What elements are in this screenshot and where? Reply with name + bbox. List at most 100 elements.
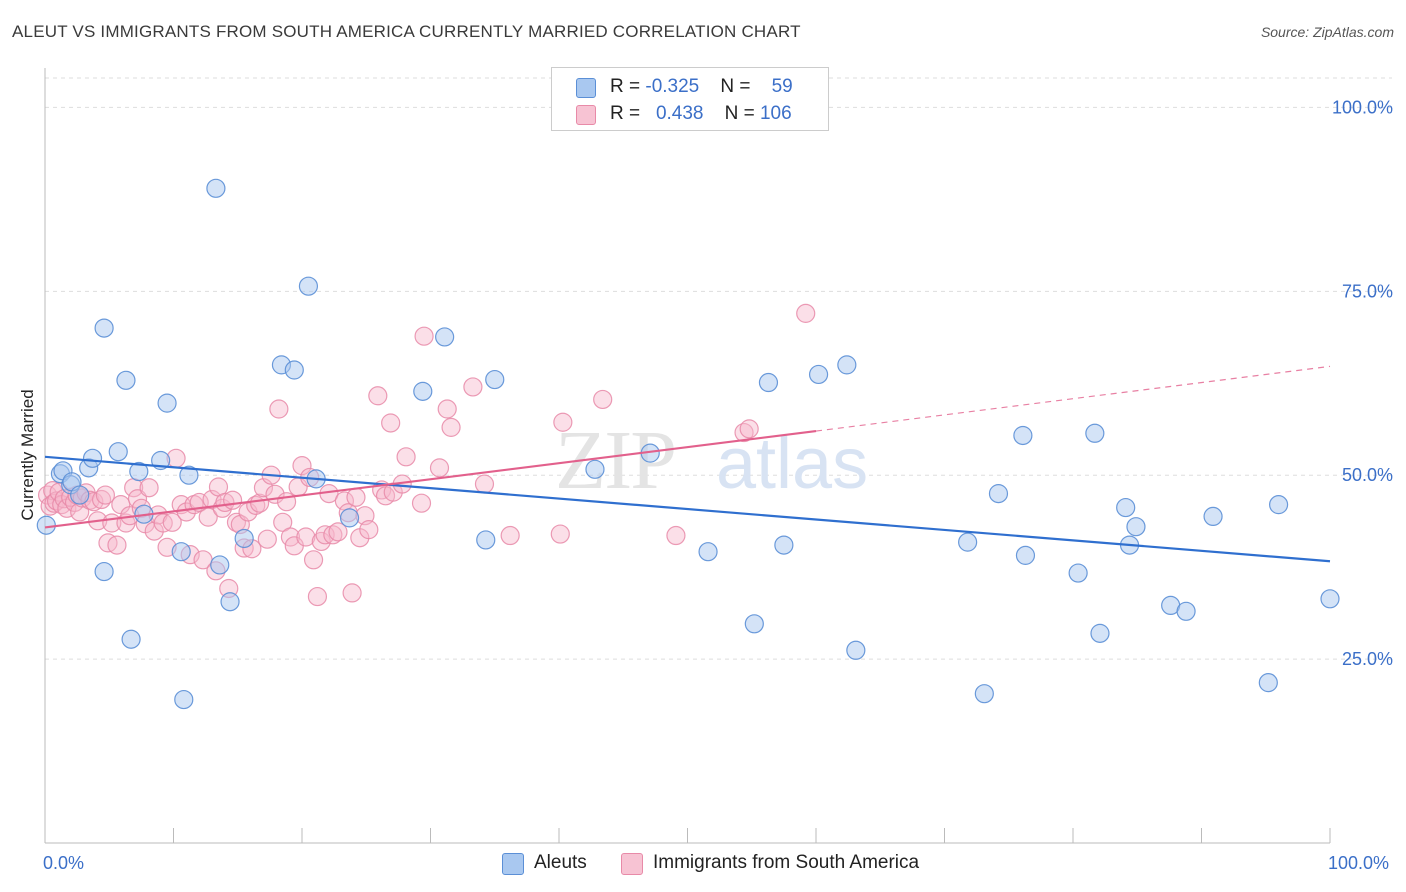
bottom-legend-label-immigrants: Immigrants from South America bbox=[653, 852, 920, 873]
data-point-aleuts bbox=[1085, 423, 1105, 443]
data-point-immigrants bbox=[249, 493, 270, 513]
data-point-aleuts bbox=[210, 555, 230, 575]
data-point-immigrants bbox=[359, 520, 379, 540]
data-point-aleuts bbox=[234, 528, 254, 549]
data-point-immigrants bbox=[414, 326, 434, 346]
data-point-aleuts bbox=[339, 508, 360, 528]
data-point-immigrants bbox=[307, 586, 328, 607]
trend-line-immigrants-projection bbox=[815, 365, 1331, 432]
data-point-aleuts bbox=[82, 448, 103, 468]
data-point-aleuts bbox=[1320, 589, 1340, 609]
data-point-immigrants bbox=[463, 377, 483, 397]
data-point-immigrants bbox=[553, 412, 573, 432]
legend-swatch-aleuts bbox=[576, 78, 596, 98]
legend-swatch-immigrants bbox=[576, 105, 596, 125]
data-point-immigrants bbox=[396, 447, 416, 467]
data-point-aleuts bbox=[698, 542, 718, 562]
trend-line-immigrants bbox=[44, 429, 817, 529]
y-tick-labels: 25.0% 50.0% 75.0% 100.0% bbox=[1332, 97, 1393, 669]
legend-n-value-aleuts: 59 bbox=[771, 76, 793, 97]
data-point-aleuts bbox=[808, 364, 829, 385]
data-point-immigrants bbox=[269, 399, 289, 419]
data-point-aleuts bbox=[298, 276, 319, 296]
data-point-immigrants bbox=[593, 389, 613, 410]
data-point-aleuts bbox=[435, 327, 455, 347]
data-point-immigrants bbox=[44, 493, 64, 513]
y-axis-label: Currently Married bbox=[18, 389, 37, 521]
data-point-aleuts bbox=[413, 381, 433, 401]
data-point-immigrants bbox=[292, 456, 312, 476]
data-point-aleuts bbox=[1090, 623, 1110, 643]
data-point-aleuts bbox=[585, 459, 605, 479]
data-point-immigrants bbox=[474, 474, 495, 494]
y-tick-label: 25.0% bbox=[1342, 649, 1393, 669]
data-point-aleuts bbox=[1013, 425, 1033, 446]
data-point-immigrants bbox=[441, 417, 461, 437]
watermark-atlas: atlas bbox=[716, 424, 868, 504]
data-point-immigrants bbox=[107, 535, 127, 555]
data-point-immigrants bbox=[437, 399, 457, 419]
data-point-immigrants bbox=[368, 386, 388, 406]
data-point-immigrants bbox=[342, 583, 362, 603]
data-point-aleuts bbox=[744, 614, 764, 634]
x-tick-label-max: 100.0% bbox=[1328, 853, 1390, 873]
legend-n-label: N = bbox=[720, 76, 756, 97]
legend-r-value-aleuts: -0.325 bbox=[645, 76, 700, 97]
data-point-aleuts bbox=[988, 484, 1009, 504]
data-point-immigrants bbox=[162, 512, 182, 532]
data-point-aleuts bbox=[1126, 517, 1146, 537]
data-point-aleuts bbox=[220, 592, 240, 612]
y-tick-label: 75.0% bbox=[1342, 281, 1393, 301]
data-point-aleuts bbox=[108, 442, 128, 462]
axes bbox=[44, 68, 1331, 844]
legend-r-label: R = bbox=[610, 103, 646, 124]
legend-n-value-immigrants: 106 bbox=[759, 103, 792, 124]
correlation-legend: R = -0.325 N = 59 R = 0.438 N = 106 bbox=[551, 67, 829, 131]
bottom-legend-label-aleuts: Aleuts bbox=[534, 852, 587, 873]
watermark: ZIP atlas bbox=[555, 414, 868, 507]
data-point-immigrants bbox=[734, 422, 754, 443]
data-point-immigrants bbox=[346, 487, 366, 507]
source-label: Source: ZipAtlas.com bbox=[1260, 24, 1394, 40]
data-point-aleuts bbox=[1068, 563, 1088, 583]
data-point-immigrants bbox=[429, 458, 450, 478]
data-point-aleuts bbox=[70, 485, 90, 505]
bottom-legend-swatch-aleuts bbox=[502, 853, 524, 875]
data-point-aleuts bbox=[179, 465, 199, 485]
data-point-aleuts bbox=[129, 461, 149, 482]
data-point-immigrants bbox=[215, 492, 235, 513]
data-point-immigrants bbox=[257, 529, 277, 549]
data-point-immigrants bbox=[139, 478, 159, 498]
data-point-immigrants bbox=[739, 419, 759, 439]
data-point-aleuts bbox=[157, 393, 177, 413]
data-point-aleuts bbox=[171, 542, 191, 562]
data-point-aleuts bbox=[774, 535, 794, 555]
data-point-aleuts bbox=[1015, 545, 1036, 565]
data-point-immigrants bbox=[411, 493, 432, 513]
data-point-aleuts bbox=[36, 515, 56, 535]
data-point-immigrants bbox=[500, 525, 520, 546]
bottom-legend-swatch-immigrants bbox=[621, 853, 643, 875]
legend-n-label: N = bbox=[724, 103, 760, 124]
data-point-immigrants bbox=[57, 498, 77, 518]
data-point-aleuts bbox=[958, 532, 978, 552]
data-point-aleuts bbox=[1176, 601, 1196, 621]
data-point-aleuts bbox=[476, 530, 496, 550]
data-point-immigrants bbox=[381, 413, 401, 433]
data-point-aleuts bbox=[94, 561, 114, 582]
data-point-aleuts bbox=[284, 360, 304, 380]
data-point-immigrants bbox=[796, 303, 816, 323]
series-aleuts bbox=[36, 178, 1340, 710]
legend-r-label: R = bbox=[610, 76, 646, 97]
data-point-immigrants bbox=[323, 525, 343, 545]
data-point-immigrants bbox=[303, 550, 324, 570]
data-point-aleuts bbox=[1258, 673, 1278, 693]
data-point-aleuts bbox=[174, 689, 194, 710]
data-point-immigrants bbox=[95, 485, 115, 505]
data-point-aleuts bbox=[846, 640, 866, 660]
data-point-aleuts bbox=[94, 318, 114, 338]
data-point-aleuts bbox=[1203, 506, 1223, 527]
legend-r-value-immigrants: 0.438 bbox=[655, 103, 704, 124]
data-point-aleuts bbox=[1268, 495, 1289, 515]
